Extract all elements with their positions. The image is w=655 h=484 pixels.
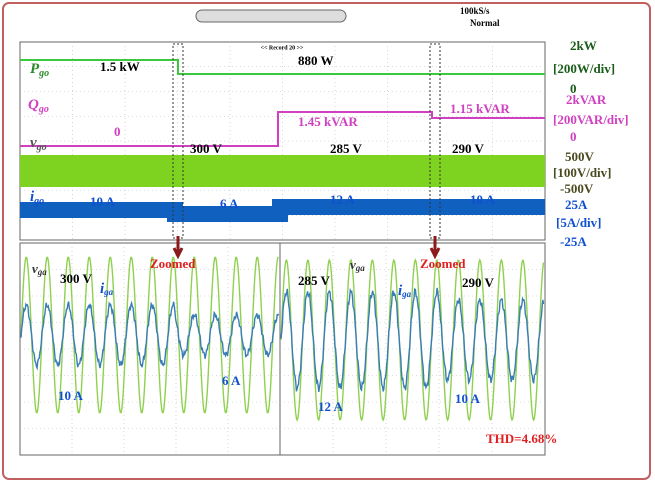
scale-top: 500V — [565, 149, 595, 164]
scale-div: [5A/div] — [556, 215, 602, 230]
v-trace — [20, 155, 545, 187]
scale-top: 2kW — [570, 38, 597, 53]
scale-top: 2kVAR — [566, 92, 607, 107]
annotation: 0 — [114, 124, 121, 139]
scale-bottom: -500V — [560, 181, 594, 196]
annotation: 10 A — [58, 388, 84, 403]
annotation: 285 V — [298, 273, 331, 288]
annotation: 10 A — [90, 194, 116, 209]
scale-div: [100V/div] — [553, 165, 612, 180]
scale-div: [200VAR/div] — [553, 112, 629, 127]
zoom-marker: Zoomed — [420, 256, 466, 271]
annotation: 880 W — [298, 53, 334, 68]
scale-bottom: 0 — [570, 129, 577, 144]
scale-bottom: -25A — [560, 234, 587, 249]
annotation: 12 A — [318, 399, 344, 414]
scope-screenshot: 100kS/s Normal << Record 20 >> Pgo Qgo v… — [0, 0, 655, 484]
annotation: 290 V — [462, 275, 495, 290]
zoom-marker: Zoomed — [150, 256, 196, 271]
annotation: 10 A — [470, 192, 496, 207]
annotation: 10 A — [455, 391, 481, 406]
record-bar — [196, 10, 346, 22]
annotation: 290 V — [452, 141, 485, 156]
annotation: 6 A — [220, 196, 239, 211]
mode: Normal — [470, 18, 500, 28]
record-label: << Record 20 >> — [261, 45, 304, 51]
scale-top: 25A — [565, 197, 588, 212]
scale-div: [200W/div] — [553, 61, 615, 76]
thd: THD=4.68% — [486, 431, 557, 446]
annotation: 1.15 kVAR — [450, 101, 510, 116]
annotation: 285 V — [330, 141, 363, 156]
sample-rate: 100kS/s — [460, 6, 490, 16]
annotation: 1.45 kVAR — [298, 114, 358, 129]
annotation: 12 A — [330, 192, 356, 207]
annotation: 300 V — [60, 271, 93, 286]
annotation: 6 A — [222, 373, 241, 388]
annotation: 1.5 kW — [100, 59, 140, 74]
annotation: 300 V — [190, 141, 223, 156]
